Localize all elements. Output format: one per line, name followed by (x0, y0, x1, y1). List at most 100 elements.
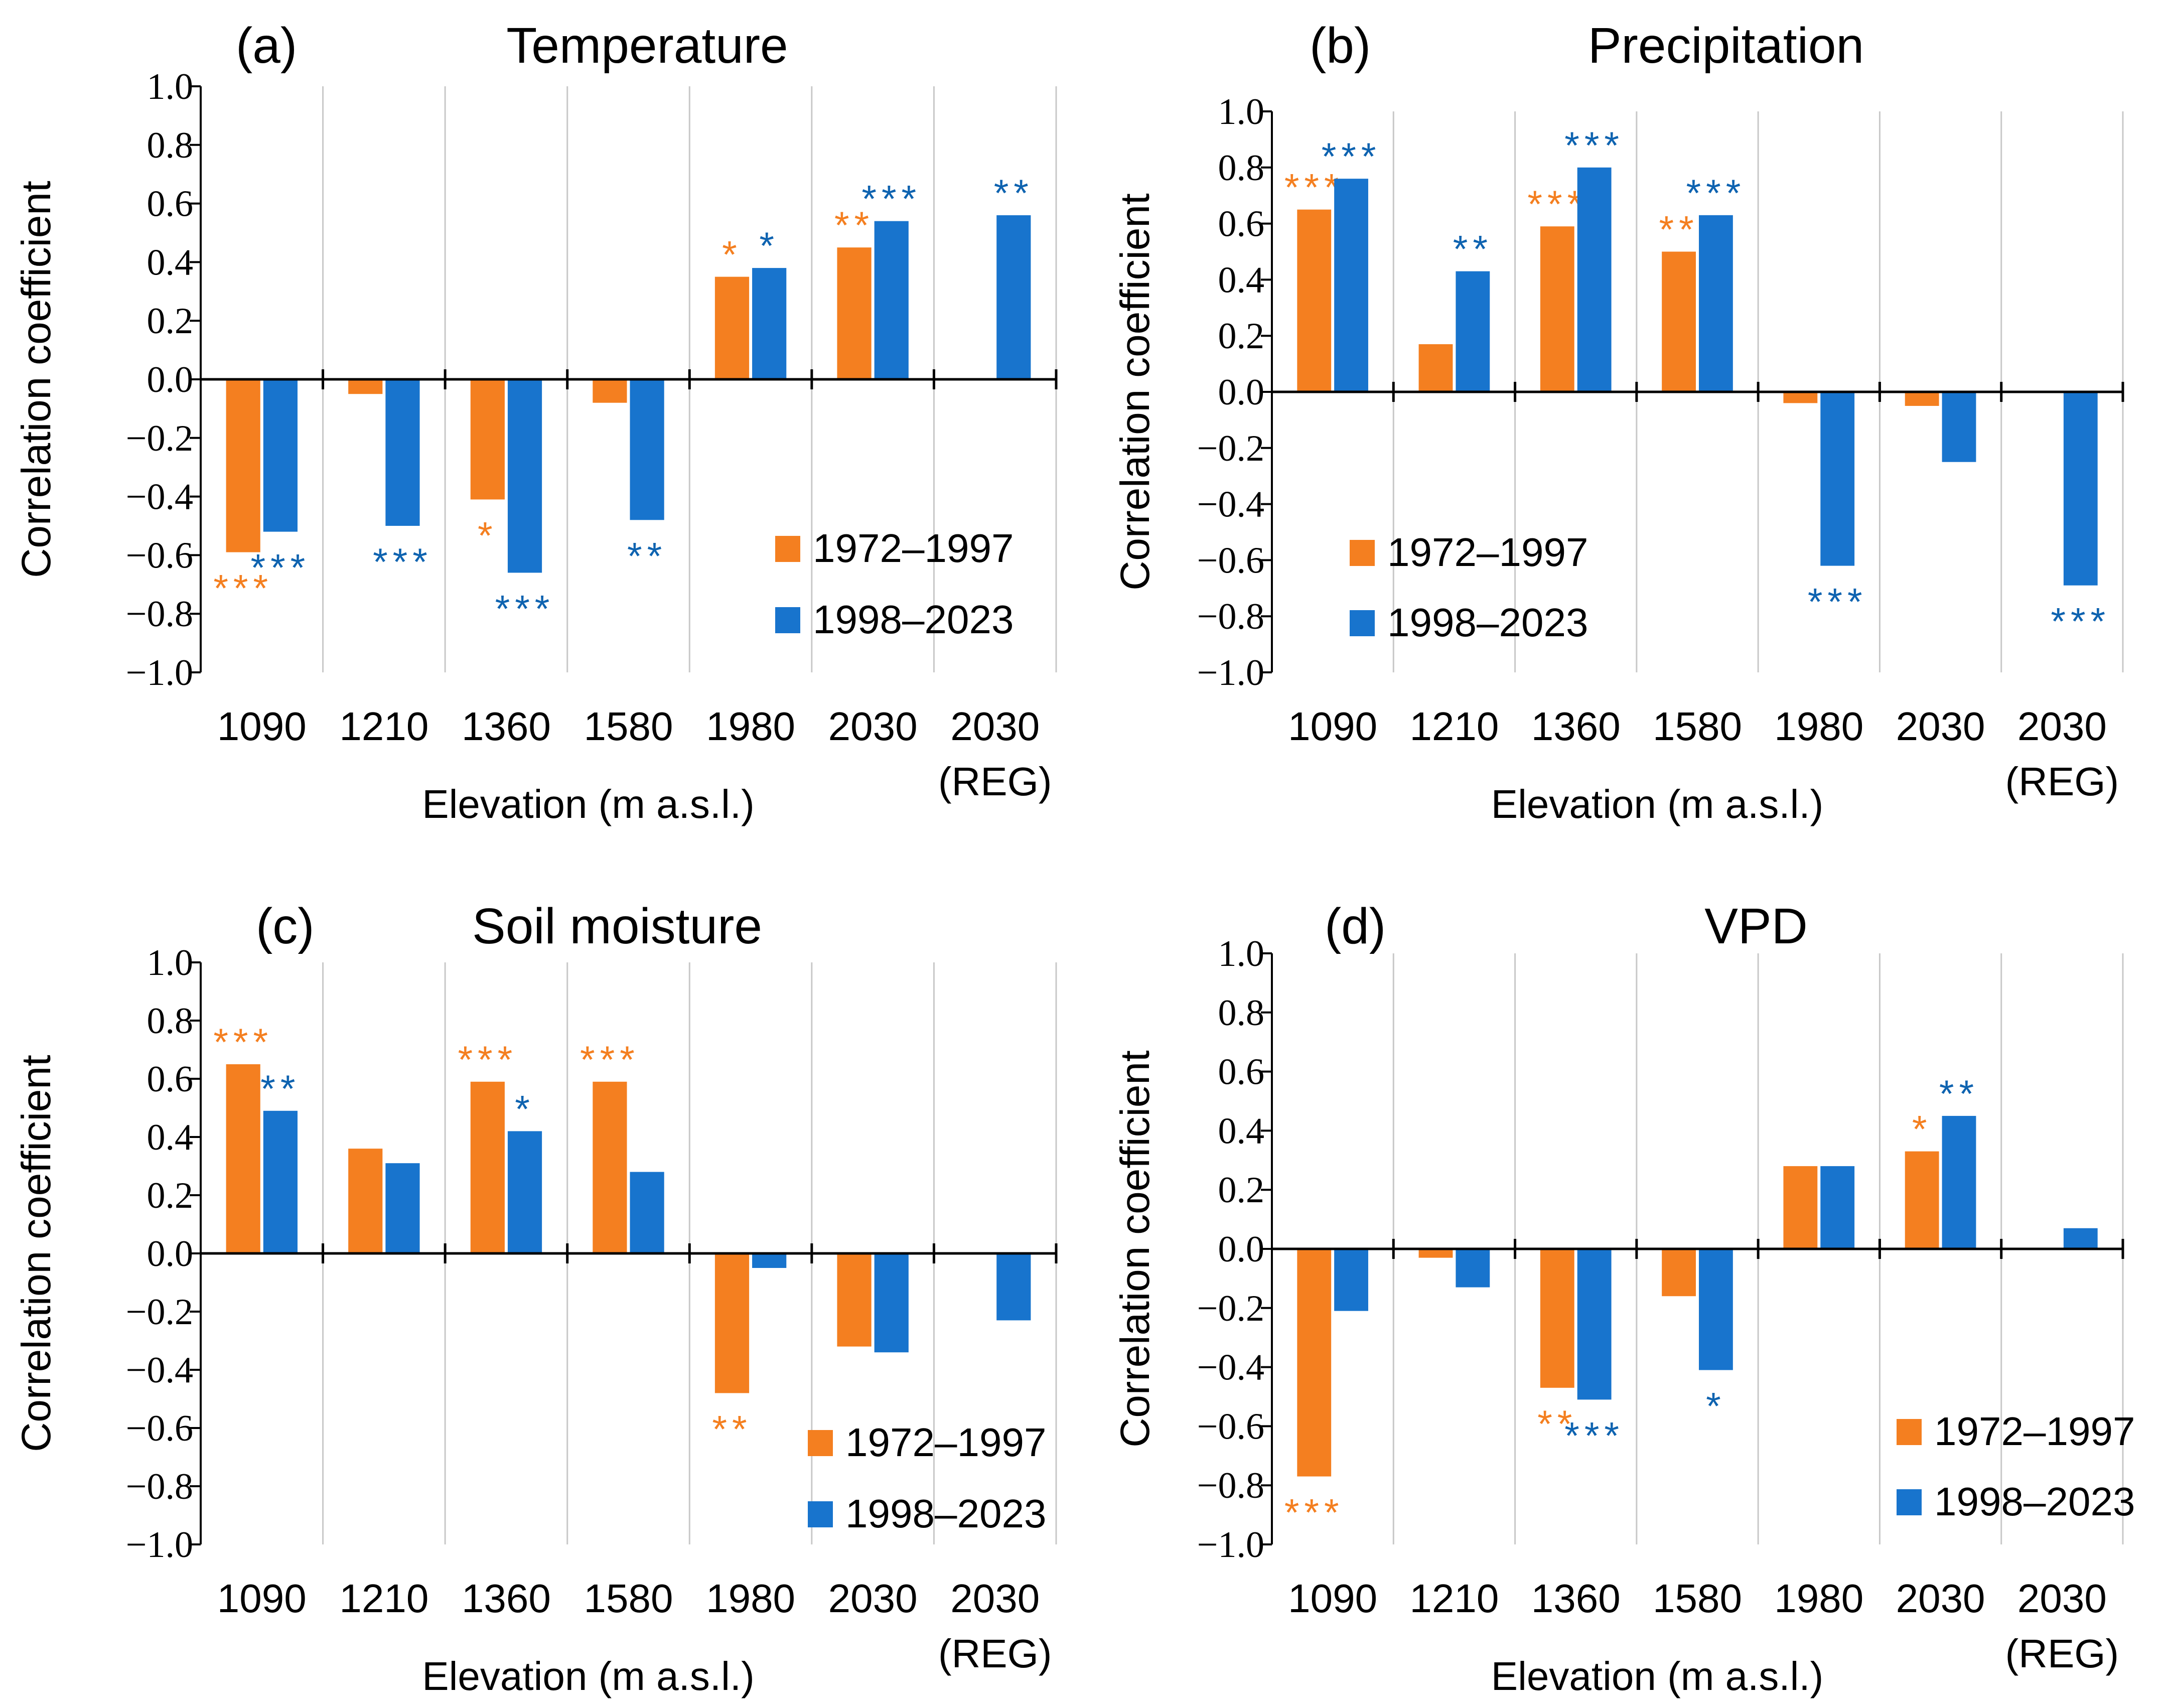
y-tick-label: 0.0 (1218, 1229, 1265, 1270)
bar-series2 (1942, 392, 1976, 462)
legend: 1972–1997 1998–2023 (775, 526, 1014, 642)
y-tick-label: 0.0 (147, 359, 194, 400)
x-tick-label: 1360 (1531, 704, 1621, 749)
y-tick-label: 1.0 (147, 66, 194, 107)
significance-label: ** (1453, 228, 1493, 271)
bar-series1 (1540, 226, 1574, 392)
bar-series1 (348, 379, 383, 394)
significance-label: ** (834, 204, 874, 247)
bar-series1 (714, 276, 750, 379)
bar-series1 (1783, 1166, 1818, 1249)
significance-label: * (515, 1088, 535, 1130)
y-tick-label: −0.6 (1197, 540, 1264, 581)
x-tick-label: 1360 (462, 1576, 551, 1621)
y-tick-label: −0.4 (126, 1350, 193, 1391)
x-tick-label: 1090 (217, 704, 307, 749)
bar-series2 (263, 379, 298, 532)
bar-series2 (874, 1253, 909, 1353)
panel-title: Soil moisture (472, 898, 762, 954)
y-tick-label: −0.4 (1197, 484, 1264, 525)
y-tick-label: −0.2 (1197, 1288, 1264, 1329)
bar-series2 (1456, 1249, 1490, 1288)
bar-series1 (1540, 1249, 1574, 1388)
y-axis-title: Correlation coefficient (1112, 193, 1158, 591)
y-tick-label: 0.4 (147, 242, 194, 283)
x-tick-label: 1360 (1531, 1576, 1621, 1621)
bar-series2 (2063, 1228, 2098, 1249)
bar-series2 (996, 1253, 1031, 1321)
y-tick-label: −1.0 (126, 652, 193, 693)
significance-label: ** (712, 1408, 752, 1451)
significance-label: ** (1939, 1073, 1979, 1115)
bar-series1 (837, 247, 872, 379)
legend: 1972–1997 1998–2023 (1350, 530, 1588, 645)
bar-series2 (385, 1163, 420, 1253)
bar-series2 (1456, 271, 1490, 392)
bar-series2 (1699, 215, 1733, 392)
bar-series1 (1905, 1151, 1939, 1249)
x-tick-label: 1980 (1774, 1576, 1863, 1621)
bar-series2 (630, 1172, 664, 1253)
bar-series2 (2063, 392, 2098, 586)
legend-swatch-series2 (1897, 1489, 1922, 1515)
x-tick-label: (REG) (2005, 759, 2119, 804)
significance-label: ** (1537, 1403, 1577, 1446)
legend-label: 1972–1997 (1934, 1409, 2135, 1454)
x-tick-label: 1580 (1653, 704, 1742, 749)
significance-label: *** (495, 588, 555, 630)
panel-soil-moisture: 1.0 0.8 0.6 0.4 0.2 0.0 −0.2 −0.4 −0.6 −0.8 −1.0 Co… (14, 898, 1058, 1698)
y-tick-label: 1.0 (1218, 91, 1265, 132)
y-axis-title: Correlation coefficient (14, 1055, 59, 1452)
y-tick-label: −1.0 (126, 1524, 193, 1565)
significance-label: * (478, 514, 498, 557)
x-tick-label: 2030 (2017, 704, 2107, 749)
significance-label: *** (2051, 601, 2110, 643)
legend-swatch-series1 (1897, 1419, 1922, 1445)
y-tick-label: 0.0 (147, 1233, 194, 1274)
significance-label: *** (1564, 124, 1624, 167)
significance-label: *** (213, 1021, 273, 1064)
significance-label: *** (458, 1039, 517, 1081)
x-axis-title: Elevation (m a.s.l.) (422, 1654, 754, 1698)
bar-series1 (714, 1253, 750, 1393)
panel-vpd: 1.0 0.8 0.6 0.4 0.2 0.0 −0.2 −0.4 −0.6 −0.8 −1.0 Co… (1112, 898, 2135, 1698)
significance-label: *** (1322, 135, 1381, 178)
bar-series2 (1334, 179, 1368, 392)
panel-label: (c) (256, 898, 315, 954)
significance-label: ** (1659, 209, 1699, 251)
y-tick-label: 0.4 (1218, 1110, 1265, 1152)
significance-label: ** (260, 1068, 300, 1110)
significance-label: *** (1284, 1492, 1344, 1534)
x-tick-label: (REG) (938, 1631, 1052, 1676)
legend: 1972–1997 1998–2023 (808, 1420, 1046, 1536)
legend-label: 1998–2023 (1387, 600, 1588, 645)
y-axis-title: Correlation coefficient (14, 181, 59, 578)
bar-series2 (1699, 1249, 1733, 1370)
bar-series2 (752, 1253, 787, 1268)
x-tick-label: (REG) (2005, 1631, 2119, 1676)
bar-series2 (1577, 1249, 1612, 1400)
y-tick-label: 0.2 (1218, 316, 1265, 357)
bar-series1 (1662, 251, 1696, 392)
panel-label: (d) (1325, 898, 1386, 954)
panel-label: (a) (236, 18, 297, 74)
significance-label: ** (994, 172, 1034, 215)
y-tick-label: −0.4 (1197, 1347, 1264, 1388)
bar-series1 (1297, 209, 1332, 392)
bar-series1 (226, 1064, 260, 1253)
y-tick-label: −0.6 (126, 1408, 193, 1449)
bar-series2 (263, 1110, 298, 1253)
x-tick-label: 2030 (950, 1576, 1040, 1621)
bar-series1 (1905, 392, 1939, 406)
y-axis-title: Correlation coefficient (1112, 1050, 1158, 1448)
legend-swatch-series2 (775, 607, 800, 633)
bar-series1 (1418, 344, 1453, 392)
bar-series1 (593, 379, 627, 403)
x-tick-label: 1980 (706, 1576, 795, 1621)
x-tick-label: 2030 (950, 704, 1040, 749)
y-tick-label: 0.0 (1218, 372, 1265, 413)
legend-swatch-series1 (808, 1430, 833, 1456)
y-tick-label: 0.6 (147, 184, 194, 225)
legend-label: 1998–2023 (845, 1491, 1046, 1536)
